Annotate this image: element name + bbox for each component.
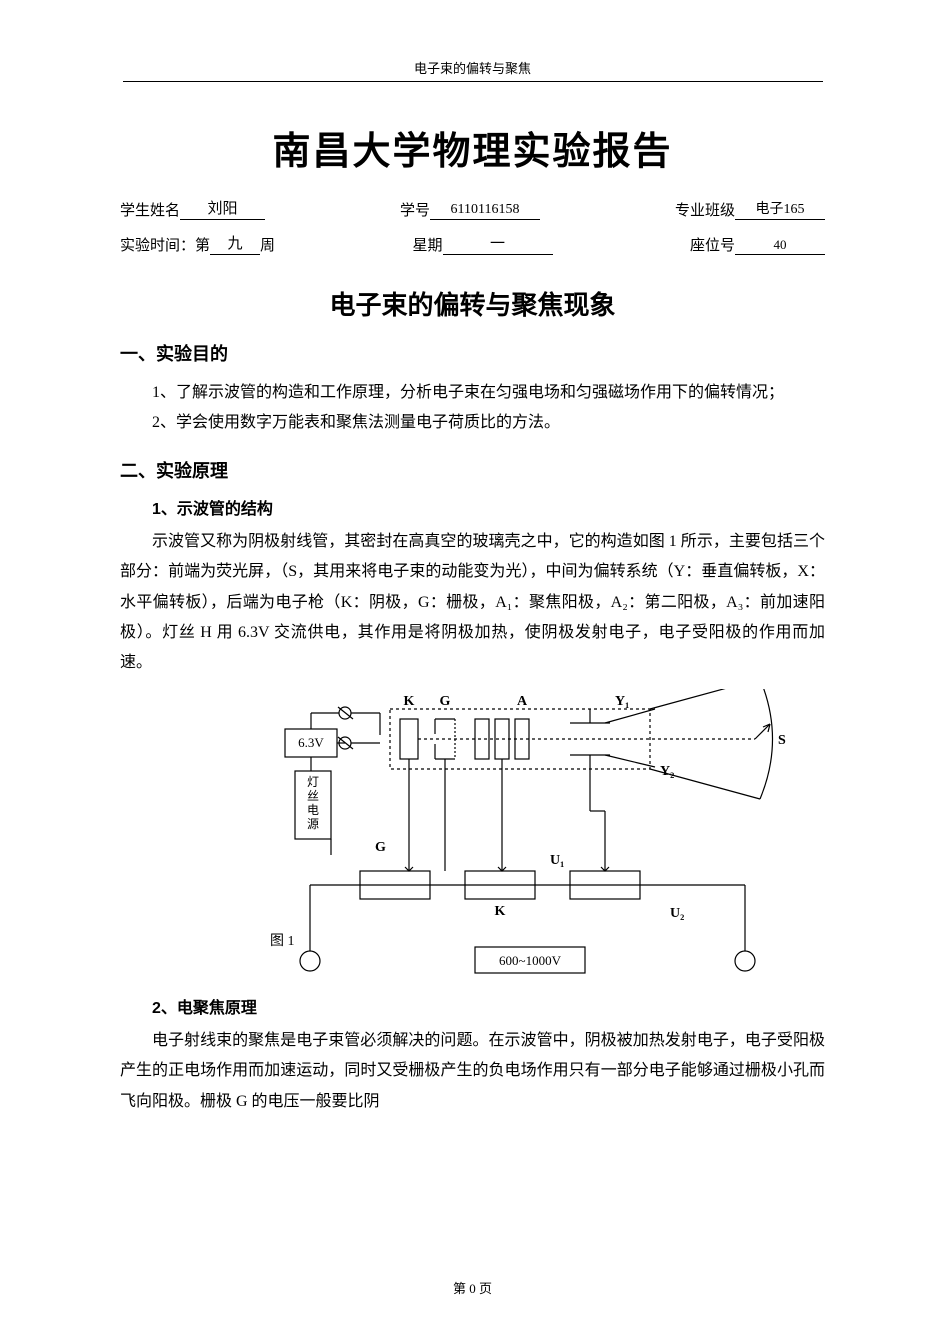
section-1-heading: 一、实验目的 [120,340,825,366]
label-student-name: 学生姓名 [120,199,180,220]
running-header: 电子束的偏转与聚焦 [0,58,945,82]
svg-text:6.3V: 6.3V [298,735,324,750]
svg-text:Y₂: Y₂ [660,764,674,779]
main-title: 南昌大学物理实验报告 [120,120,825,175]
value-student-id: 6110116158 [430,202,540,220]
field-weekday: 星期 一 [413,232,553,255]
running-header-text: 电子束的偏转与聚焦 [414,61,531,76]
value-weekday: 一 [443,232,553,255]
svg-text:S: S [778,733,786,748]
svg-text:U₁: U₁ [550,853,564,868]
filament-line2: 丝 [307,789,319,803]
value-student-name: 刘阳 [180,197,265,220]
info-row-1: 学生姓名 刘阳 学号 6110116158 专业班级 电子165 [120,197,825,220]
field-seat: 座位号 40 [690,232,825,255]
experiment-subtitle: 电子束的偏转与聚焦现象 [120,285,825,322]
section-2-sub-2-p1: 电子射线束的聚焦是电子束管必须解决的问题。在示波管中，阴极被加热发射电子，电子受… [120,1026,825,1117]
circuit-diagram-svg: 6.3V 灯 丝 电 源 K [250,689,790,979]
info-row-2: 实验时间：第 九 周 星期 一 座位号 40 [120,232,825,255]
document-page: 电子束的偏转与聚焦 南昌大学物理实验报告 学生姓名 刘阳 学号 61101161… [0,0,945,1337]
svg-text:Y₁: Y₁ [615,694,629,709]
label-student-id: 学号 [400,199,430,220]
section-2-heading: 二、实验原理 [120,457,825,483]
oscilloscope-diagram: 6.3V 灯 丝 电 源 K [250,689,790,984]
filament-line1: 灯 [307,775,319,789]
filament-line3: 电 [307,803,319,817]
svg-text:U₂: U₂ [670,906,684,921]
label-class: 专业班级 [675,199,735,220]
label-time-pre: 实验时间：第 [120,234,210,255]
svg-text:600~1000V: 600~1000V [499,953,562,968]
section-1-p1: 1、了解示波管的构造和工作原理，分析电子束在匀强电场和匀强磁场作用下的偏转情况； [120,378,825,408]
page-number: 第 0 页 [0,1278,945,1297]
section-2-sub-1-heading: 1、示波管的结构 [152,495,825,519]
label-weekday: 星期 [413,234,443,255]
section-2-sub-2-heading: 2、电聚焦原理 [152,994,825,1018]
field-student-id: 学号 6110116158 [400,197,540,220]
svg-text:G: G [375,840,386,855]
section-1-p2: 2、学会使用数字万能表和聚焦法测量电子荷质比的方法。 [120,408,825,438]
value-seat: 40 [735,237,825,255]
svg-text:K: K [404,694,415,709]
label-time-post: 周 [260,234,275,255]
section-2-sub-1-p1: 示波管又称为阴极射线管，其密封在高真空的玻璃壳之中，它的构造如图 1 所示，主要… [120,527,825,679]
label-seat: 座位号 [690,234,735,255]
svg-text:K: K [495,904,506,919]
value-time-week: 九 [210,232,260,255]
filament-line4: 源 [307,817,319,831]
svg-text:图 1: 图 1 [270,934,295,949]
field-class: 专业班级 电子165 [675,197,825,220]
field-experiment-time: 实验时间：第 九 周 [120,232,275,255]
svg-text:A: A [517,694,528,709]
field-student-name: 学生姓名 刘阳 [120,197,265,220]
svg-text:G: G [440,694,451,709]
value-class: 电子165 [735,198,825,220]
